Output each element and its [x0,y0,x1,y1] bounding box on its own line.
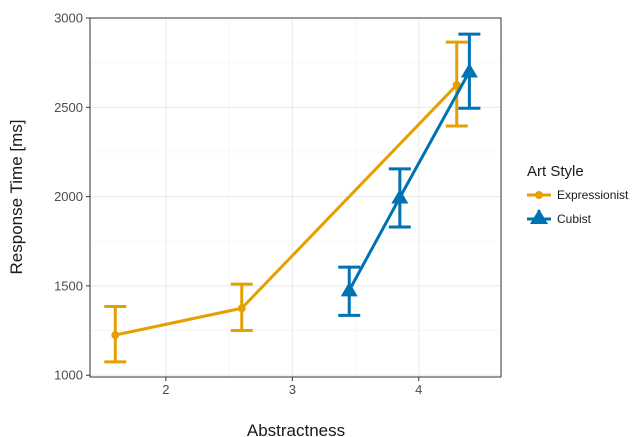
data-point-triangle [460,63,478,78]
x-tick-label: 4 [415,382,422,397]
legend-label: Expressionist [557,188,629,202]
data-point-triangle [391,189,409,204]
legend-item-cubist: Cubist [527,209,592,226]
x-tick-label: 2 [162,382,169,397]
series-layer [104,32,481,364]
y-tick-label: 1000 [54,368,83,383]
legend: Art Style Expressionist Cubist [527,163,629,226]
legend-item-expressionist: Expressionist [527,188,629,202]
data-point-circle [111,331,120,340]
data-point-circle [237,304,246,313]
series-cubist [338,32,481,317]
plot-border [89,17,502,378]
legend-key-triangle [530,209,548,224]
y-tick-label: 2500 [54,100,83,115]
data-point-circle [452,80,461,89]
legend-key-circle [535,191,543,199]
x-axis-title: Abstractness [247,421,345,437]
y-tick-label: 3000 [54,11,83,26]
y-axis-title: Response Time [ms] [7,120,26,275]
legend-label: Cubist [557,212,592,226]
plot-background [90,18,501,377]
legend-title: Art Style [527,163,584,180]
x-tick-label: 3 [289,382,296,397]
y-tick-label: 2000 [54,189,83,204]
legend-items: Expressionist Cubist [527,188,629,226]
data-point-triangle [340,281,358,297]
y-tick-label: 1500 [54,278,83,293]
axis-ticks: 2 3 4 1000 1500 2000 2500 3000 [54,11,422,398]
series-expressionist [104,40,468,364]
